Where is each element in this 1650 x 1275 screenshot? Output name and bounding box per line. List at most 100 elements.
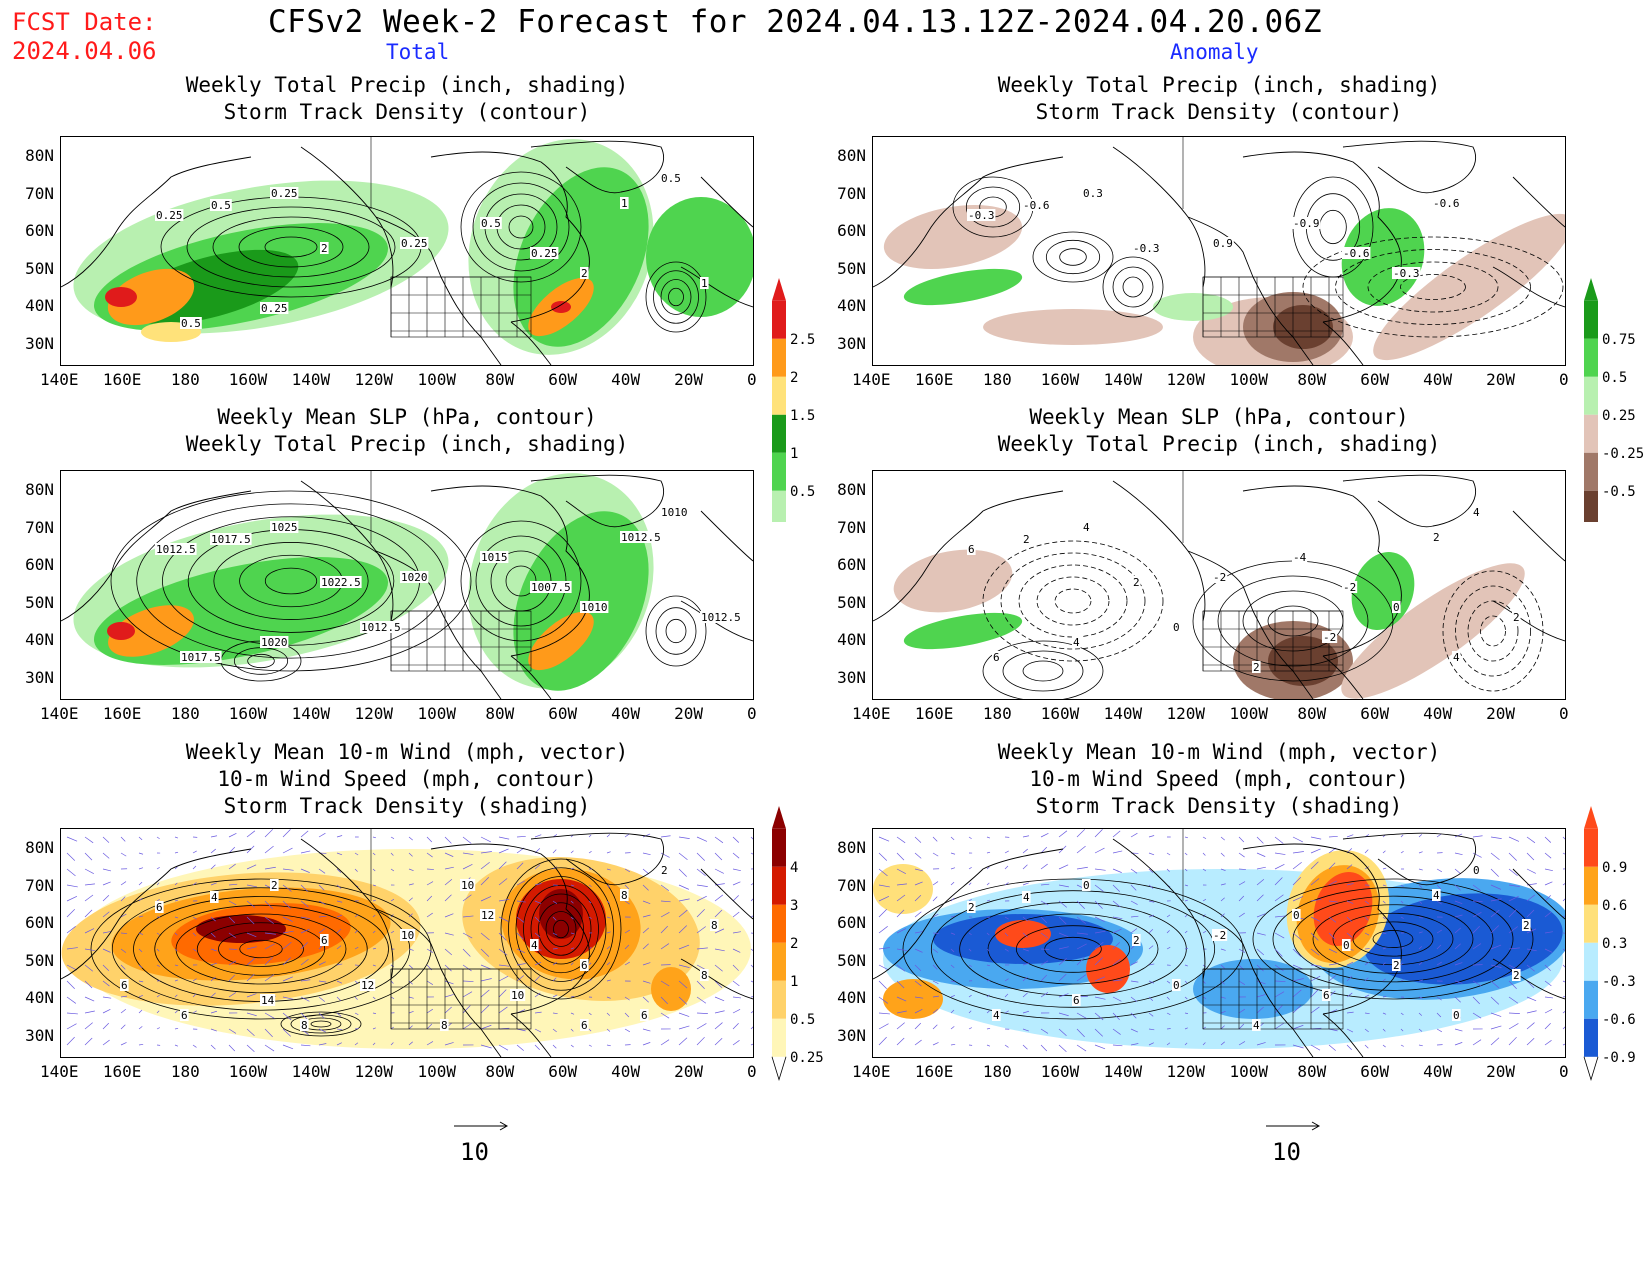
contour-label: 4 [531, 939, 538, 952]
colorbar-swatch [772, 414, 786, 453]
contour-label: 4 [1083, 521, 1090, 534]
contour-label: 10 [461, 879, 474, 892]
contour-label: 8 [441, 1019, 448, 1032]
contour-label: -2 [1323, 631, 1336, 644]
contour-label: 0.25 [156, 209, 183, 222]
colorbar-swatch [772, 490, 786, 529]
lat-tick-label: 80N [25, 480, 54, 499]
lat-tick-label: 60N [25, 555, 54, 574]
colorbar-tick-label: -0.6 [1602, 1012, 1636, 1028]
lat-tick-label: 50N [837, 258, 866, 278]
colorbar-tick-label: 0.75 [1602, 332, 1636, 348]
lat-tick-label: 40N [837, 296, 866, 315]
contour-label-bg [640, 1009, 649, 1021]
lon-tick-label: 40W [1423, 704, 1453, 723]
lon-tick-label: 40W [611, 370, 641, 389]
panel-title-line: Weekly Mean SLP (hPa, contour) [217, 405, 597, 429]
shaded-region [1313, 872, 1373, 946]
contour-label-bg [1342, 581, 1358, 593]
colorbar-swatch [1584, 414, 1598, 453]
contour-label-bg [1252, 661, 1261, 673]
map-panel-anomaly-wind: 2 4 0 2 -2 0 0 2 4 0 2 4 6 0 4 6 0 2 [872, 828, 1566, 1058]
contour-label-bg [1082, 879, 1091, 891]
contour-label-bg [1132, 576, 1141, 588]
lon-tick-label: 100W [1229, 704, 1268, 723]
colorbar-swatch [772, 300, 786, 339]
colorbar-swatch [1584, 376, 1598, 415]
contour-label-bg [660, 864, 669, 876]
lon-tick-label: 160E [914, 370, 954, 389]
colorbar-precip-anomaly: 0.750.50.25-0.25-0.5-0.75 [1572, 272, 1648, 553]
lon-tick-label: 0 [747, 370, 757, 389]
colorbar-tick-label: 3 [790, 898, 798, 914]
contour-label: 2 [581, 267, 588, 280]
lon-tick-label: 60W [1360, 704, 1390, 723]
contour-lines [90, 858, 622, 1037]
contour-label-bg [440, 1019, 449, 1031]
contour-label-bg [620, 531, 662, 543]
contour-label-bg [1212, 929, 1228, 941]
contour-label-bg [1392, 601, 1401, 613]
contour-label: 0.5 [211, 199, 231, 212]
contour-label: -4 [1293, 551, 1307, 564]
contour-label: 1007.5 [531, 581, 571, 594]
map-panel-total-slp: 1012.5 1017.5 1025 1022.5 1020 1015 1007.5 1010… [60, 470, 754, 700]
contour-label: -2 [1343, 581, 1356, 594]
shaded-region [1086, 945, 1130, 993]
contour-label-bg [992, 651, 1001, 663]
contour-label: -0.9 [1293, 217, 1320, 230]
panel-title-line: Weekly Mean SLP (hPa, contour) [1029, 405, 1409, 429]
contour-label: 1017.5 [211, 533, 251, 546]
contour-label: 4 [211, 891, 218, 904]
contour-label-bg [1212, 237, 1234, 249]
contour-label-bg [1132, 934, 1141, 946]
state-borders [1182, 137, 1344, 338]
contour-label: 8 [301, 1019, 308, 1032]
contour-label-bg [1392, 959, 1401, 971]
contour-label-bg [400, 571, 429, 583]
lat-tick-label: 80N [837, 838, 866, 857]
contour-label-bg [1212, 571, 1228, 583]
contour-label: 6 [968, 543, 975, 556]
contour-label-bg [480, 551, 509, 563]
contour-label-bg [300, 1019, 309, 1031]
shaded-region [108, 605, 194, 657]
contour-label-bg [270, 187, 299, 199]
contour-label: 2 [661, 864, 668, 877]
panel-title-p5: Weekly Mean 10-m Wind (mph, vector) 10-m… [60, 739, 754, 820]
lat-tick-label: 80N [25, 146, 54, 165]
contour-label: 4 [1433, 889, 1440, 902]
contour-label-bg [530, 939, 539, 951]
lon-tick-label: 120W [354, 1062, 394, 1081]
lon-tick-label: 20W [1486, 370, 1515, 389]
panel-title-line: 10-m Wind Speed (mph, contour) [217, 767, 597, 791]
lon-tick-label: 60W [1360, 1062, 1390, 1081]
colorbar-swatch [772, 866, 786, 905]
contour-label: 6 [581, 1019, 588, 1032]
contour-label: 0 [1473, 864, 1480, 877]
colorbar-svg: 0.9 0.6 0.3 -0.3 -0.6 -0.9 [1583, 806, 1636, 1081]
lon-tick-label: 20W [674, 1062, 703, 1081]
lat-tick-label: 60N [25, 221, 54, 240]
panel-title-p6: Weekly Mean 10-m Wind (mph, vector) 10-m… [872, 739, 1566, 820]
contour-label-bg [180, 1009, 189, 1021]
colorbar-tick-label: 4 [790, 860, 798, 876]
lon-tick-label: 20W [674, 370, 703, 389]
shaded-region [196, 915, 286, 943]
lon-tick-label: 140W [1103, 704, 1143, 723]
colorbar-tick-label: -0.9 [1602, 1050, 1636, 1066]
colorbar-tick-label: -0.3 [1602, 974, 1636, 990]
contour-label-bg [1512, 969, 1521, 981]
lat-tick-label: 40N [837, 988, 866, 1007]
contour-label-bg [1172, 979, 1181, 991]
contour-label: 4 [1453, 651, 1460, 664]
contour-label: 6 [181, 1009, 188, 1022]
shaded-region [903, 268, 1023, 306]
lon-tick-label: 180 [170, 1062, 200, 1081]
lat-tick-label: 30N [25, 667, 54, 687]
contour-label-bg [967, 209, 996, 221]
colorbar-swatch [772, 828, 786, 867]
lon-tick-label: 80W [1297, 704, 1327, 723]
lon-tick-label: 120W [1166, 704, 1206, 723]
panel-title-line: Storm Track Density (contour) [1035, 100, 1403, 124]
